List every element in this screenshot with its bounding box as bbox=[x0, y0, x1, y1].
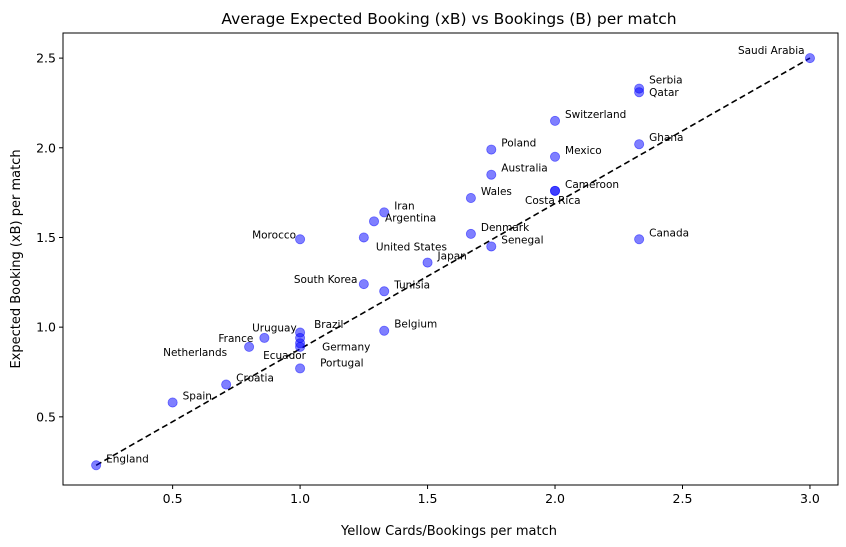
y-axis-label: Expected Booking (xB) per match bbox=[9, 149, 24, 368]
data-point bbox=[634, 234, 645, 245]
y-tick-label: 2.5 bbox=[36, 51, 56, 66]
x-axis-label: Yellow Cards/Bookings per match bbox=[340, 524, 557, 539]
data-point bbox=[465, 228, 476, 239]
point-label: Saudi Arabia bbox=[738, 45, 805, 57]
data-point bbox=[295, 234, 306, 245]
point-label: Portugal bbox=[320, 357, 364, 369]
point-label: Netherlands bbox=[163, 347, 227, 359]
data-point bbox=[486, 144, 497, 155]
x-axis: 0.5 1.0 1.5 2.0 2.5 3.0 bbox=[163, 485, 820, 506]
data-point bbox=[486, 241, 497, 252]
point-label: Costa Rica bbox=[525, 195, 581, 207]
data-point bbox=[486, 169, 497, 180]
data-point bbox=[358, 232, 369, 243]
data-point bbox=[91, 460, 102, 471]
point-label: Morocco bbox=[252, 229, 296, 241]
point-label: Uruguay bbox=[252, 323, 297, 335]
point-label: Argentina bbox=[385, 212, 436, 224]
point-label: Ghana bbox=[649, 132, 683, 144]
data-point bbox=[167, 397, 178, 408]
data-point bbox=[221, 379, 232, 390]
point-label: Denmark bbox=[481, 222, 530, 234]
point-label: Cameroon bbox=[565, 179, 619, 191]
x-tick-label: 3.0 bbox=[800, 491, 820, 506]
point-label: Croatia bbox=[236, 373, 274, 385]
point-label: Serbia bbox=[649, 75, 682, 87]
y-axis: 0.5 1.0 1.5 2.0 2.5 bbox=[36, 51, 63, 424]
point-label: Canada bbox=[649, 227, 689, 239]
y-tick-label: 1.5 bbox=[36, 230, 56, 245]
point-label: Qatar bbox=[649, 87, 679, 99]
plot-content: England Spain Croatia Netherlands FranceUrug… bbox=[91, 45, 815, 471]
data-point bbox=[634, 139, 645, 150]
point-label: Japan bbox=[437, 251, 467, 263]
x-tick-label: 2.5 bbox=[673, 491, 693, 506]
point-label: Senegal bbox=[501, 234, 543, 246]
data-point bbox=[422, 257, 433, 268]
point-label: Tunisia bbox=[393, 279, 430, 291]
x-tick-label: 0.5 bbox=[163, 491, 183, 506]
data-point bbox=[295, 363, 306, 374]
y-tick-label: 0.5 bbox=[36, 409, 56, 424]
data-point bbox=[358, 279, 369, 290]
reference-line bbox=[95, 57, 811, 466]
point-label: Switzerland bbox=[565, 109, 626, 121]
plot-frame bbox=[62, 32, 839, 486]
data-point bbox=[379, 325, 390, 336]
point-label: Wales bbox=[481, 186, 512, 198]
data-point bbox=[295, 341, 306, 352]
point-label: United States bbox=[376, 241, 447, 253]
point-label: Brazil bbox=[314, 319, 343, 331]
data-point bbox=[369, 216, 380, 227]
point-label: England bbox=[106, 453, 149, 465]
point-label: France bbox=[218, 333, 253, 345]
data-point bbox=[379, 207, 390, 218]
point-label: Mexico bbox=[565, 145, 602, 157]
data-point bbox=[550, 115, 561, 126]
point-label: Ecuador bbox=[263, 350, 307, 362]
y-tick-label: 1.0 bbox=[36, 320, 56, 335]
x-tick-label: 2.0 bbox=[545, 491, 565, 506]
x-tick-label: 1.5 bbox=[418, 491, 438, 506]
point-label: Iran bbox=[394, 200, 415, 212]
data-point bbox=[244, 341, 255, 352]
data-point bbox=[259, 332, 270, 343]
point-label: Spain bbox=[183, 390, 212, 402]
y-tick-label: 2.0 bbox=[36, 140, 56, 155]
data-point bbox=[550, 151, 561, 162]
point-label: Poland bbox=[501, 138, 536, 150]
data-point bbox=[634, 87, 645, 98]
point-label: Australia bbox=[501, 163, 547, 175]
point-label: Belgium bbox=[394, 319, 437, 331]
data-point bbox=[379, 286, 390, 297]
point-label: South Korea bbox=[294, 274, 358, 286]
data-point bbox=[465, 193, 476, 204]
chart-title: Average Expected Booking (xB) vs Booking… bbox=[221, 10, 676, 28]
data-point bbox=[804, 53, 815, 64]
x-tick-label: 1.0 bbox=[290, 491, 310, 506]
point-label: Germany bbox=[322, 341, 370, 353]
data-point bbox=[550, 185, 561, 196]
